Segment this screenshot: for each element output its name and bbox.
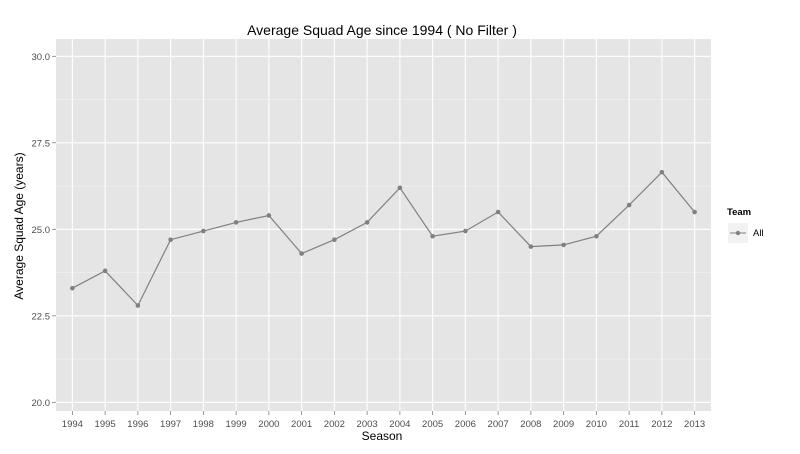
x-tick-label: 2013: [684, 419, 705, 430]
data-point: [70, 285, 75, 291]
y-tick-label: 30.0: [32, 52, 51, 63]
x-tick-label: 2006: [455, 419, 476, 430]
legend-title: Team: [727, 207, 751, 218]
x-tick-label: 2002: [324, 419, 345, 430]
x-axis-title: Season: [362, 429, 403, 443]
x-tick-label: 1997: [160, 419, 181, 430]
series-line: [72, 171, 696, 307]
data-point: [233, 220, 239, 225]
x-tick-label: 1999: [226, 419, 247, 430]
y-tick-label: 27.5: [32, 138, 51, 149]
x-tick-label: 2012: [651, 419, 672, 430]
legend-key-point: [735, 230, 741, 236]
data-point: [528, 244, 534, 249]
x-tick-label: 2008: [520, 419, 541, 430]
x-tick-label: 2000: [258, 419, 279, 430]
data-point: [201, 228, 206, 234]
x-axis: 1994 1995 1996 1997 1998 1999 2000 2001 2002 2003…: [62, 411, 705, 430]
x-tick-label: 2010: [586, 419, 607, 430]
x-tick-label: 1995: [95, 419, 116, 430]
x-tick-label: 1998: [193, 419, 214, 430]
legend-label-all: All: [753, 228, 764, 239]
series-points-group: [70, 169, 697, 308]
x-tick-label: 2003: [357, 419, 378, 430]
y-axis: 20.0 22.5 25.0 27.5 30.0: [32, 52, 56, 409]
x-tick-label: 2009: [553, 419, 574, 430]
x-tick-label: 1994: [62, 419, 83, 430]
data-point: [561, 242, 566, 248]
y-tick-label: 25.0: [32, 225, 51, 236]
x-tick-label: 2011: [619, 419, 639, 430]
x-tick-label: 2007: [488, 419, 509, 430]
grid-minor: [56, 99, 711, 360]
data-point: [332, 237, 337, 243]
data-point: [299, 251, 304, 256]
data-point: [135, 303, 141, 308]
x-tick-label: 2005: [422, 419, 443, 430]
chart-title: Average Squad Age since 1994 ( No Filter…: [247, 22, 517, 38]
grid-major: [56, 39, 711, 411]
x-tick-label: 2004: [389, 419, 410, 430]
data-point: [266, 213, 272, 218]
data-point: [102, 268, 108, 274]
x-tick-label: 2001: [291, 419, 312, 430]
x-tick-label: 1996: [127, 419, 148, 430]
data-point: [463, 228, 468, 234]
y-tick-label: 22.5: [32, 311, 51, 322]
data-point: [495, 209, 501, 215]
series-line-group: [72, 171, 696, 307]
data-point: [626, 202, 632, 208]
y-axis-title: Average Squad Age (years): [12, 152, 26, 299]
plot-panel: [56, 39, 711, 411]
y-tick-label: 20.0: [32, 398, 51, 409]
data-point: [364, 220, 370, 225]
legend: Team All: [727, 207, 764, 243]
data-point: [430, 233, 435, 239]
data-point: [397, 185, 403, 191]
data-point: [692, 209, 697, 215]
data-point: [659, 169, 665, 175]
data-point: [168, 237, 173, 243]
data-point: [594, 233, 599, 239]
